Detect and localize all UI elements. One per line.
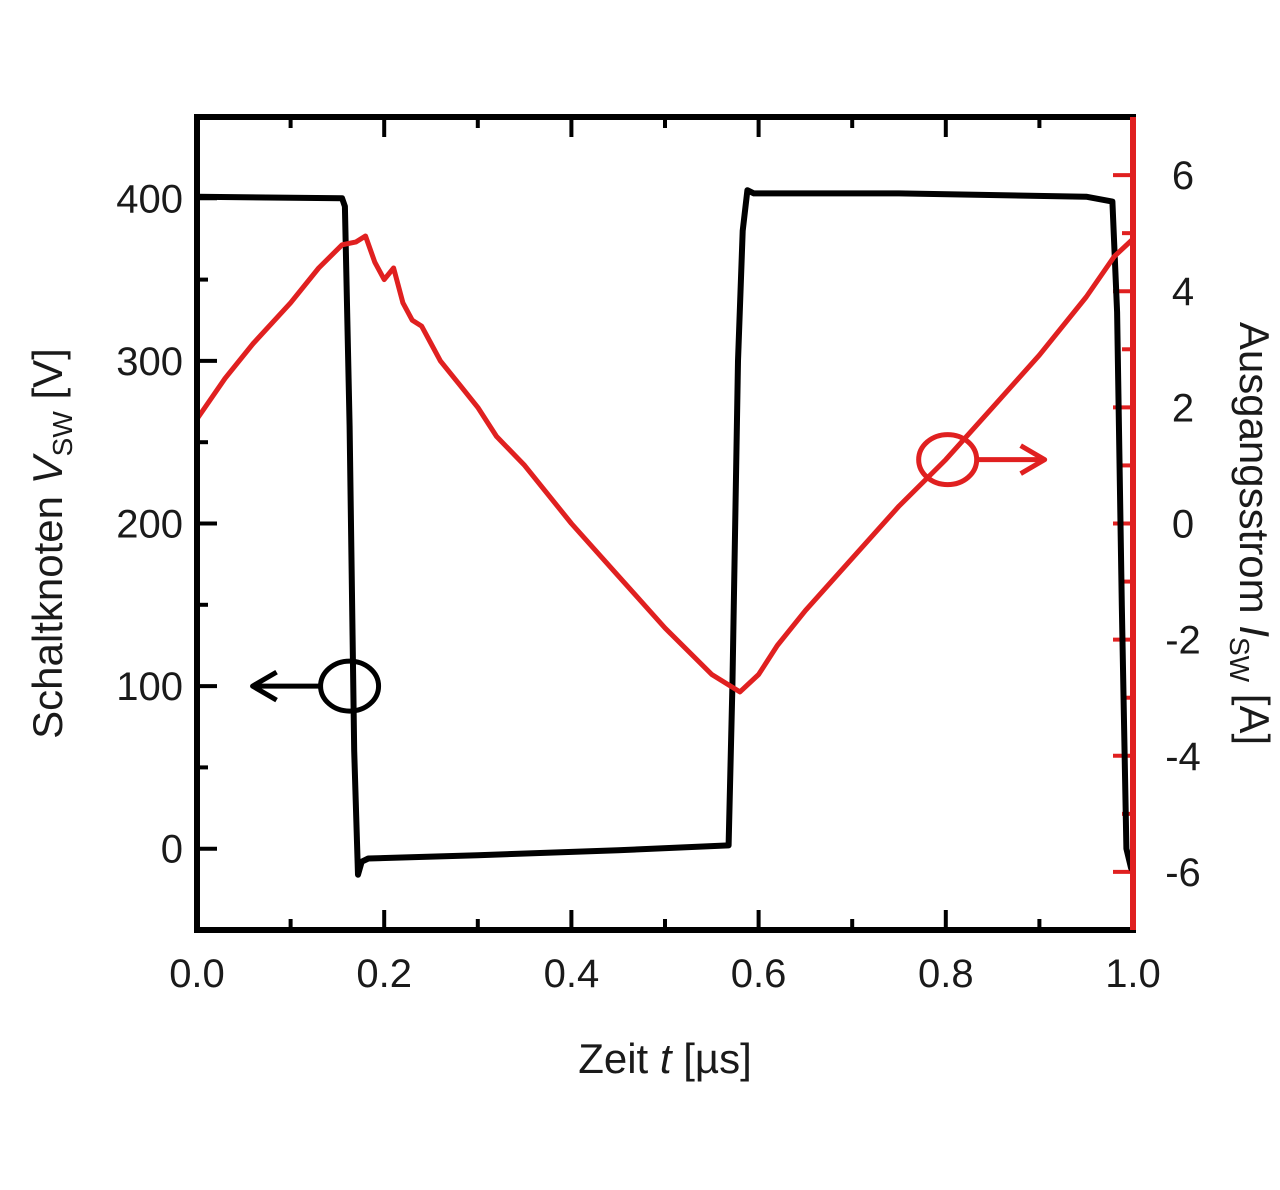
tick-label-layer: 0.0 0.2 0.4 0.6 0.8 1.0 0 100 200 300 400 -6 -4 -2 0 2 4…	[116, 154, 1201, 996]
y-left-axis-title: Schaltknoten VSW [V]	[24, 348, 78, 739]
tick-layer	[195, 115, 1135, 932]
y-right-tick-label: 6	[1172, 154, 1194, 198]
axis-indicator-ellipse	[318, 658, 382, 714]
axis-indicator-arrow-head	[1019, 443, 1048, 476]
axis-indicator-arrow-head	[250, 669, 278, 703]
x-tick-label: 0.6	[731, 952, 787, 996]
y-right-tick-label: 0	[1172, 503, 1194, 547]
y-right-tick-label: -2	[1165, 619, 1201, 663]
x-tick-label: 0.0	[169, 952, 225, 996]
y-left-tick-label: 400	[116, 177, 183, 221]
marker-layer	[250, 432, 1048, 714]
x-axis-title: Zeit t [µs]	[578, 1035, 752, 1082]
y-left-tick-label: 100	[116, 665, 183, 709]
y-right-tick-label: -4	[1165, 735, 1201, 779]
y-right-tick-label: -6	[1165, 851, 1201, 895]
series-layer	[194, 187, 1136, 878]
y-left-tick-label: 0	[161, 828, 183, 872]
y-left-tick-label: 300	[116, 340, 183, 384]
series-line-current	[194, 233, 1136, 695]
y-right-tick-label: 4	[1172, 270, 1194, 314]
x-tick-label: 0.2	[356, 952, 412, 996]
series-line-voltage	[194, 187, 1135, 878]
x-tick-label: 1.0	[1105, 952, 1161, 996]
plot-frame	[194, 114, 1136, 933]
x-tick-label: 0.4	[544, 952, 600, 996]
y-right-tick-label: 2	[1172, 386, 1194, 430]
y-right-axis-title: Ausgangsstrom ISW [A]	[1224, 322, 1278, 745]
y-left-tick-label: 200	[116, 503, 183, 547]
x-tick-label: 0.8	[918, 952, 974, 996]
